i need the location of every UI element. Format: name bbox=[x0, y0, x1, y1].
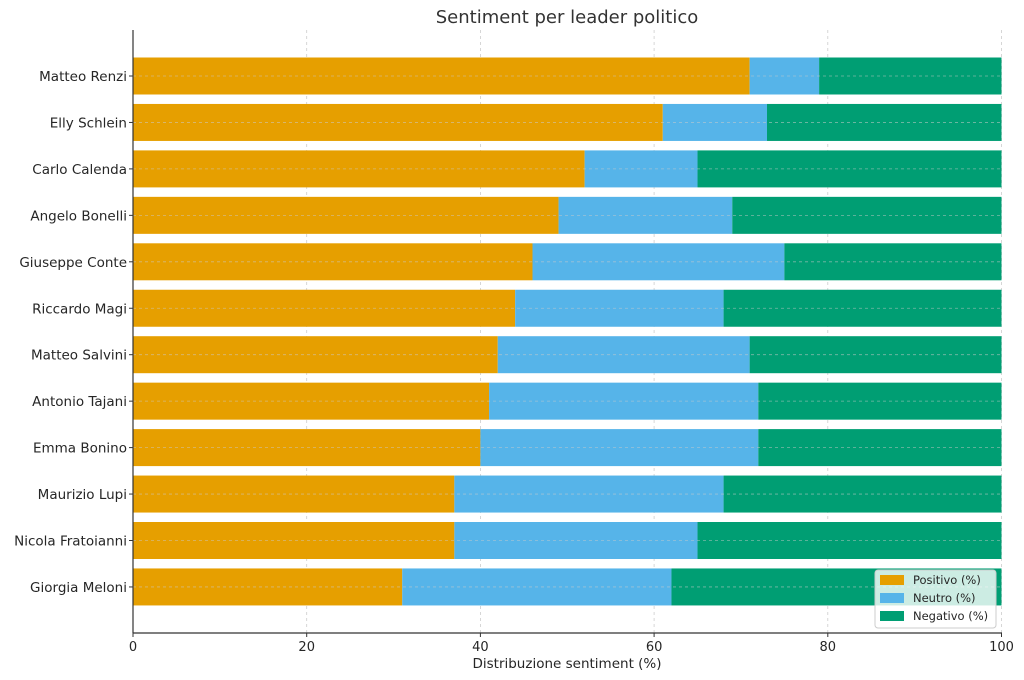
category-label: Emma Bonino bbox=[33, 441, 127, 457]
bar-neutro bbox=[749, 57, 820, 95]
legend-box bbox=[874, 569, 997, 629]
category-label: Angelo Bonelli bbox=[30, 208, 127, 224]
axes bbox=[132, 30, 1002, 634]
category-label: Carlo Calenda bbox=[32, 162, 127, 178]
x-axis-label: Distribuzione sentiment (%) bbox=[472, 656, 661, 672]
bar-positivo bbox=[133, 522, 455, 559]
legend-label: Positivo (%) bbox=[913, 573, 981, 587]
bar-positivo bbox=[133, 150, 585, 188]
legend-swatch bbox=[880, 611, 904, 621]
category-label: Nicola Fratoianni bbox=[14, 534, 127, 550]
category-label: Antonio Tajani bbox=[32, 394, 127, 410]
grid-lines bbox=[306, 30, 1002, 633]
chart-title: Sentiment per leader politico bbox=[436, 7, 699, 28]
x-tick-label: 100 bbox=[989, 640, 1014, 655]
x-ticks: 0 20 40 60 80 100 bbox=[129, 633, 1014, 655]
bar-negativo bbox=[749, 336, 1002, 374]
category-label: Elly Schlein bbox=[50, 115, 127, 131]
y-category-labels: Matteo Renzi Elly Schlein Carlo Calenda Ang… bbox=[14, 69, 133, 596]
x-tick-label: 20 bbox=[298, 640, 315, 655]
bars bbox=[133, 57, 1002, 606]
category-label: Giuseppe Conte bbox=[19, 255, 127, 271]
bar-neutro bbox=[489, 382, 759, 420]
bar-neutro bbox=[497, 336, 750, 374]
x-tick-label: 80 bbox=[820, 640, 837, 655]
bar-negativo bbox=[784, 243, 1002, 281]
legend-label: Neutro (%) bbox=[913, 591, 976, 605]
x-tick-label: 60 bbox=[646, 640, 663, 655]
legend-swatch bbox=[880, 593, 904, 603]
category-label: Giorgia Meloni bbox=[30, 580, 127, 596]
y-grid-lines bbox=[133, 75, 1002, 588]
category-label: Matteo Renzi bbox=[39, 69, 127, 85]
bar-positivo bbox=[133, 475, 455, 513]
category-label: Matteo Salvini bbox=[31, 348, 127, 364]
category-label: Riccardo Magi bbox=[32, 301, 127, 317]
legend: Positivo (%) Neutro (%) Negativo (%) bbox=[874, 569, 997, 629]
x-tick-label: 40 bbox=[472, 640, 489, 655]
legend-swatch bbox=[880, 575, 904, 585]
legend-label: Negativo (%) bbox=[913, 609, 988, 623]
x-tick-label: 0 bbox=[129, 640, 137, 655]
category-label: Maurizio Lupi bbox=[38, 487, 127, 503]
bar-neutro bbox=[532, 243, 785, 281]
